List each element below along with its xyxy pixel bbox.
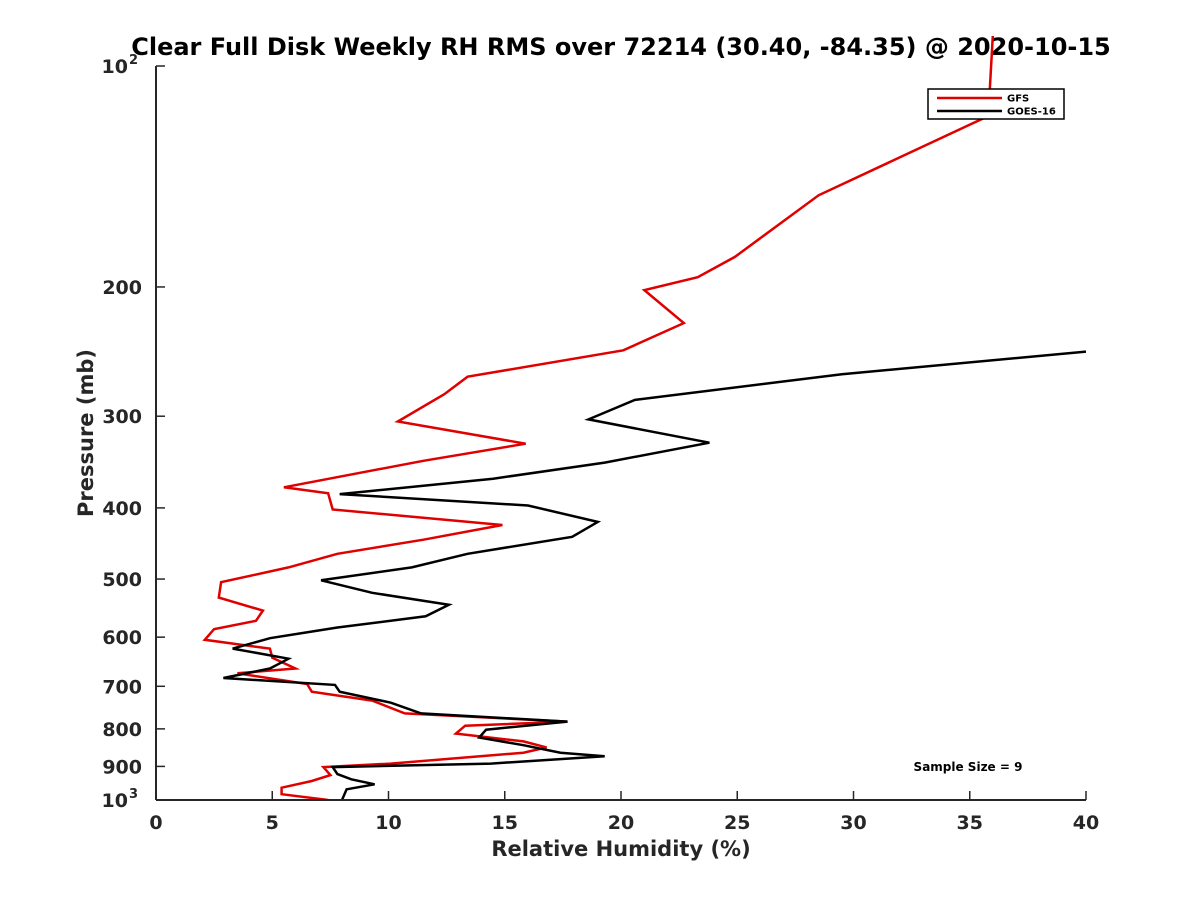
y-tick-label: 600 [102,627,142,649]
chart-title: Clear Full Disk Weekly RH RMS over 72214… [131,33,1111,61]
x-tick-label: 35 [957,812,983,834]
y-tick-label-base: 10 [102,790,128,812]
plot-area [156,66,1086,800]
y-axis-label: Pressure (mb) [74,349,98,517]
y-tick-label: 200 [102,277,142,299]
x-tick-label: 25 [724,812,750,834]
series-layer [202,36,1086,800]
legend-box [927,88,1065,120]
legend: GFS GOES-16 [927,88,1065,120]
y-tick-label-exponent: 2 [129,53,138,68]
series-line-goes16 [223,350,1086,800]
y-tick-label-exponent: 3 [129,787,138,802]
y-tick-label: 900 [102,756,142,778]
x-tick-label: 5 [266,812,279,834]
y-tick-label: 700 [102,676,142,698]
legend-label-goes16: GOES-16 [1007,107,1056,118]
x-axis-label: Relative Humidity (%) [491,837,750,861]
x-tick-label: 40 [1073,812,1099,834]
y-tick-label: 500 [102,569,142,591]
x-tick-label: 0 [149,812,162,834]
x-tick-label: 30 [840,812,866,834]
y-tick-label: 300 [102,406,142,428]
y-tick-label: 800 [102,719,142,741]
x-tick-label: 10 [375,812,401,834]
x-tick-label: 20 [608,812,634,834]
y-tick-label-base: 10 [102,56,128,78]
sample-size-annotation: Sample Size = 9 [914,760,1023,774]
x-tick-label: 15 [492,812,518,834]
y-tick-label: 400 [102,498,142,520]
x-ticks: 0 5 10 15 20 25 30 35 40 [149,791,1099,834]
legend-label-gfs: GFS [1007,94,1029,105]
